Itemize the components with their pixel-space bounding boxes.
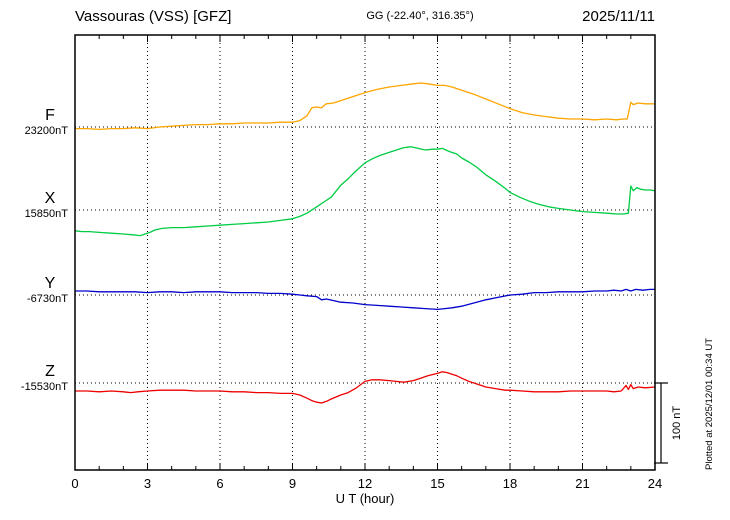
plot-border <box>74 34 656 471</box>
x-tick-label: 21 <box>575 476 589 491</box>
series-baseline-value-Z: -15530nT <box>21 381 68 393</box>
series-line-Y <box>75 288 655 311</box>
series-line-X <box>74 146 656 237</box>
x-tick-label: 6 <box>216 476 223 491</box>
plot-date: 2025/11/11 <box>582 8 655 25</box>
x-tick-label: 24 <box>648 476 662 491</box>
x-tick-label: 3 <box>144 476 151 491</box>
plot-area: 0 3 6 9 12 15 18 21 24 <box>71 34 668 491</box>
x-axis-label: U T (hour) <box>336 491 395 506</box>
x-tick-label: 9 <box>289 476 296 491</box>
series-line-F <box>75 82 655 131</box>
x-tick-label: 15 <box>430 476 444 491</box>
series-label-Y: Y <box>45 275 56 292</box>
geographic-coords: GG (-22.40°, 316.35°) <box>366 10 473 22</box>
series-baseline-value-F: 23200nT <box>25 125 69 137</box>
scale-bar-label: 100 nT <box>671 406 683 441</box>
station-title: Vassouras (VSS) [GFZ] <box>75 8 231 25</box>
x-tick-label: 0 <box>71 476 78 491</box>
series-label-Z: Z <box>45 363 55 380</box>
series-label-F: F <box>45 107 55 124</box>
series-label-X: X <box>45 190 56 207</box>
x-tick-label: 18 <box>503 476 517 491</box>
series-line-Z <box>75 371 656 404</box>
series-baseline-value-X: 15850nT <box>25 208 69 220</box>
series-baseline-value-Y: -6730nT <box>27 293 68 305</box>
x-tick-label: 12 <box>358 476 372 491</box>
plotted-at-note: Plotted at 2025/12/01 00:34 UT <box>704 338 715 470</box>
